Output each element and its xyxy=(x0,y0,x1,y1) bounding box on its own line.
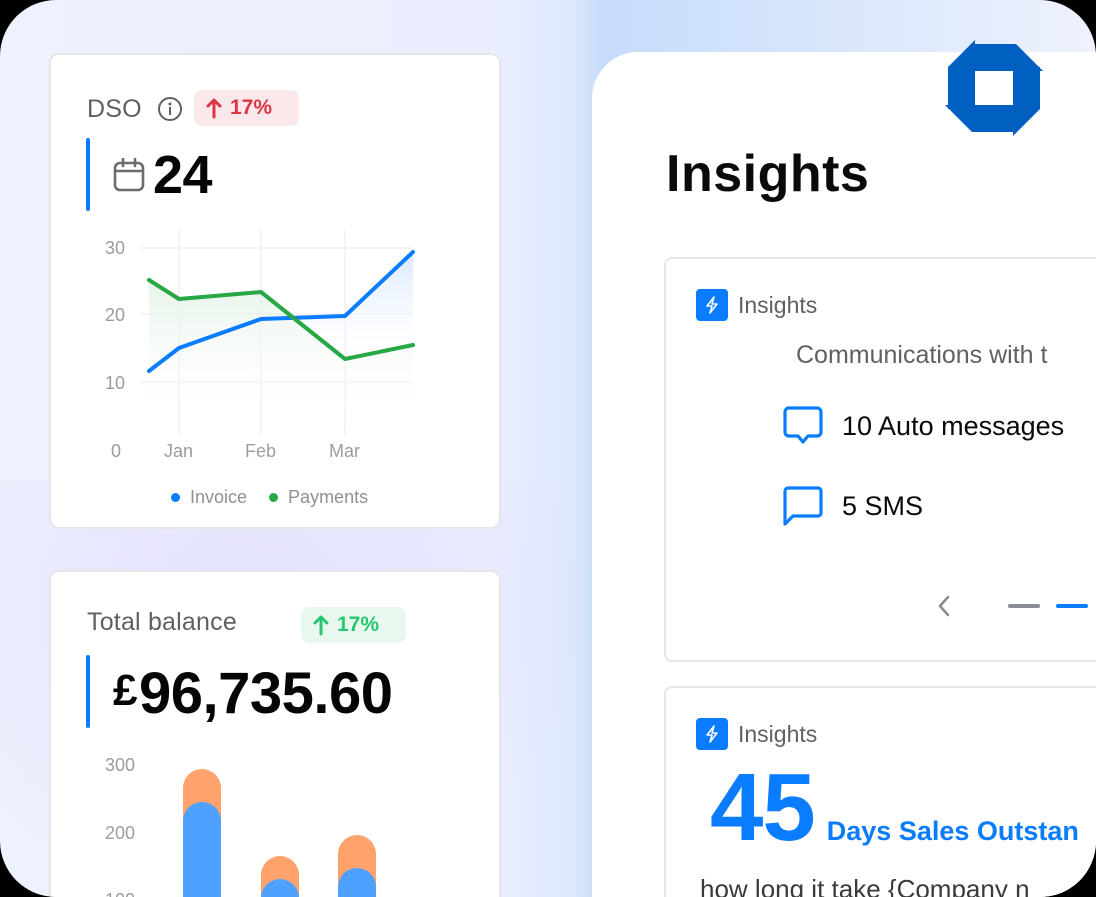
bolt-icon xyxy=(696,718,728,750)
dso-stat-label: Days Sales Outstan xyxy=(826,816,1079,846)
insight-tag: Insights xyxy=(696,289,817,321)
accent-bar xyxy=(86,655,90,728)
total-balance-card: Total balance 17% £96,735.60 300 200 100 xyxy=(49,570,501,897)
insights-panel: Insights Insights Communications with t … xyxy=(592,40,1096,897)
insight-card-communications: Insights Communications with t 10 Auto m… xyxy=(664,257,1096,662)
balance-bar-chart: 300 200 100 xyxy=(105,755,376,897)
insight-tag: Insights xyxy=(696,718,817,750)
accent-bar xyxy=(86,138,90,211)
insight-card-dso: Insights 45 Days Sales Outstan how long … xyxy=(664,686,1096,897)
sms-row[interactable]: 5 SMS xyxy=(782,485,923,527)
svg-text:100: 100 xyxy=(105,890,135,897)
dso-line-chart: 30 20 10 0 Jan Feb Mar xyxy=(105,230,415,461)
info-icon[interactable] xyxy=(157,96,183,122)
carousel-pager xyxy=(936,594,1096,618)
legend-payments-label: Payments xyxy=(288,487,369,507)
panel-title: Insights xyxy=(666,145,870,203)
svg-text:Jan: Jan xyxy=(164,441,193,461)
dso-change-value: 17% xyxy=(230,96,273,119)
invoice-line xyxy=(147,250,415,373)
sms-label: 5 SMS xyxy=(842,490,924,521)
chevron-left-icon[interactable] xyxy=(936,594,952,618)
arrow-up-icon xyxy=(206,98,222,119)
arrow-up-icon xyxy=(313,615,329,636)
bar-2-bottom xyxy=(261,879,299,897)
auto-messages-label: 10 Auto messages xyxy=(842,410,1065,441)
balance-change-badge: 17% xyxy=(301,607,406,643)
balance-title: Total balance xyxy=(87,608,237,636)
balance-value: £96,735.60 xyxy=(113,660,393,727)
dso-card: DSO 17% 24 xyxy=(49,53,501,529)
currency-symbol: £ xyxy=(113,666,137,715)
bar-1-bottom xyxy=(183,802,221,897)
svg-text:300: 300 xyxy=(105,755,135,775)
pager-dash-1[interactable] xyxy=(1008,604,1040,608)
svg-text:Feb: Feb xyxy=(245,441,276,461)
payments-line xyxy=(147,278,415,361)
dso-stat-number: 45 xyxy=(710,754,816,861)
dso-change-badge: 17% xyxy=(194,90,299,126)
legend-invoice-label: Invoice xyxy=(190,487,248,507)
svg-text:20: 20 xyxy=(105,305,125,325)
chart-legend: Invoice Payments xyxy=(171,487,368,508)
auto-messages-row[interactable]: 10 Auto messages xyxy=(782,405,1064,447)
chat-bubble-icon xyxy=(783,406,823,444)
pager-dash-2-active[interactable] xyxy=(1056,604,1088,608)
svg-text:30: 30 xyxy=(105,238,125,258)
calendar-icon xyxy=(113,158,145,192)
communications-heading: Communications with t xyxy=(796,341,1048,369)
dso-value: 24 xyxy=(153,145,213,205)
insight-tag-label: Insights xyxy=(738,720,818,747)
dso-stat: 45 Days Sales Outstan xyxy=(710,760,1079,856)
svg-text:0: 0 xyxy=(111,441,121,461)
sms-bubble-icon xyxy=(783,486,823,526)
balance-amount: 96,735.60 xyxy=(138,661,393,726)
legend-payments[interactable]: Payments xyxy=(269,487,368,508)
balance-change-value: 17% xyxy=(337,613,380,636)
payments-dot-icon xyxy=(269,493,279,502)
svg-text:10: 10 xyxy=(105,373,125,393)
dso-stat-description: how long it take {Company n xyxy=(700,874,1030,897)
invoice-dot-icon xyxy=(171,493,180,502)
svg-text:Mar: Mar xyxy=(329,441,360,461)
insight-tag-label: Insights xyxy=(738,291,818,318)
svg-text:200: 200 xyxy=(105,823,135,843)
bolt-icon xyxy=(696,289,728,321)
octagon-logo-icon xyxy=(945,40,1043,136)
bar-3-bottom xyxy=(338,868,376,897)
dso-title: DSO xyxy=(87,95,142,123)
legend-invoice[interactable]: Invoice xyxy=(171,487,247,508)
